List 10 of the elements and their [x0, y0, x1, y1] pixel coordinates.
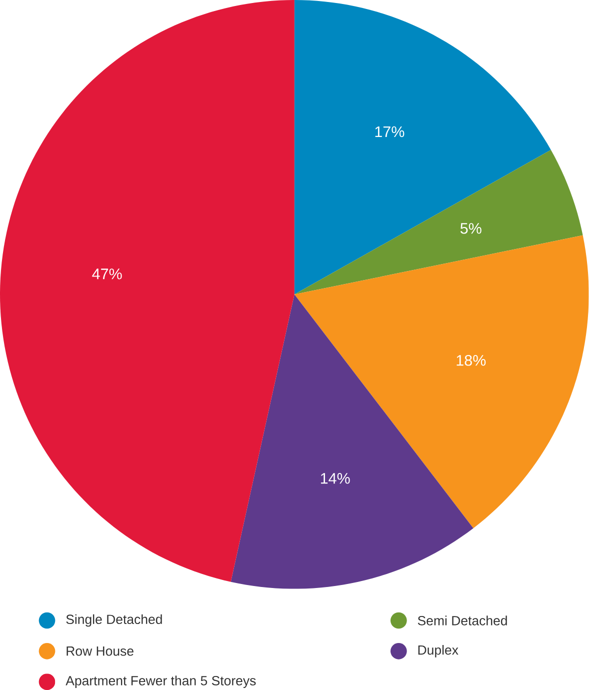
data-label: 14%: [321, 473, 350, 484]
data-label: 17%: [375, 126, 404, 138]
legend-label: Single Detached: [66, 614, 162, 627]
data-label: 18%: [456, 354, 486, 366]
data-label: 47%: [92, 268, 122, 280]
data-label: 5%: [460, 223, 482, 234]
legend-label: Apartment Fewer than 5 Storeys: [66, 676, 256, 688]
legend-label: Semi Detached: [418, 616, 508, 626]
legend-label: Row House: [66, 646, 134, 656]
legend-label: Duplex: [418, 644, 458, 658]
